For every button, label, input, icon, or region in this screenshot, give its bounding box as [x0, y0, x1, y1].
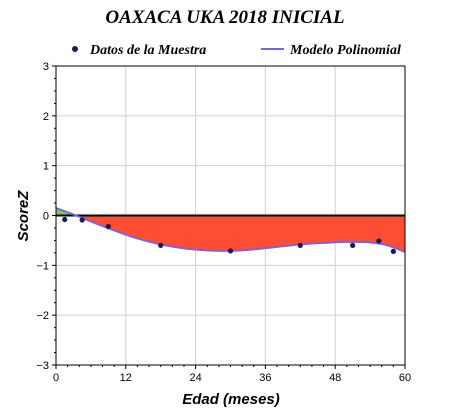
legend-label-datos: Datos de la Muestra [89, 43, 206, 58]
y-tick-label: 0 [43, 211, 49, 223]
chart-title: OAXACA UKA 2018 INICIAL [105, 7, 344, 28]
x-tick-label: 48 [329, 372, 341, 384]
y-tick-label: −1 [36, 260, 49, 272]
y-axis-label: ScoreZ [15, 190, 32, 242]
x-tick-label: 24 [189, 372, 201, 384]
legend: Datos de la Muestra Modelo Polinomial [72, 43, 401, 58]
x-axis: 0 12 24 36 48 60 [53, 365, 411, 384]
x-axis-label: Edad (meses) [182, 391, 280, 408]
data-point [62, 216, 68, 223]
y-axis: −3 −2 −1 0 1 2 3 [36, 61, 56, 372]
data-point [227, 248, 234, 254]
legend-label-modelo: Modelo Polinomial [289, 43, 401, 58]
legend-marker-datos [72, 46, 78, 52]
sample-points [62, 216, 396, 254]
data-point [376, 238, 382, 244]
data-point [105, 223, 111, 230]
y-tick-label: 3 [43, 61, 49, 73]
y-tick-label: 1 [43, 161, 49, 173]
x-tick-label: 60 [399, 372, 411, 384]
y-tick-label: 2 [43, 111, 49, 123]
data-point [390, 248, 396, 254]
y-tick-label: −3 [36, 360, 49, 372]
x-tick-label: 12 [120, 372, 132, 384]
x-tick-label: 0 [53, 372, 59, 384]
x-tick-label: 36 [259, 372, 271, 384]
data-point [79, 217, 85, 223]
y-tick-label: −2 [36, 310, 49, 322]
data-point [297, 242, 303, 248]
data-point [158, 242, 164, 248]
data-point [350, 242, 356, 248]
